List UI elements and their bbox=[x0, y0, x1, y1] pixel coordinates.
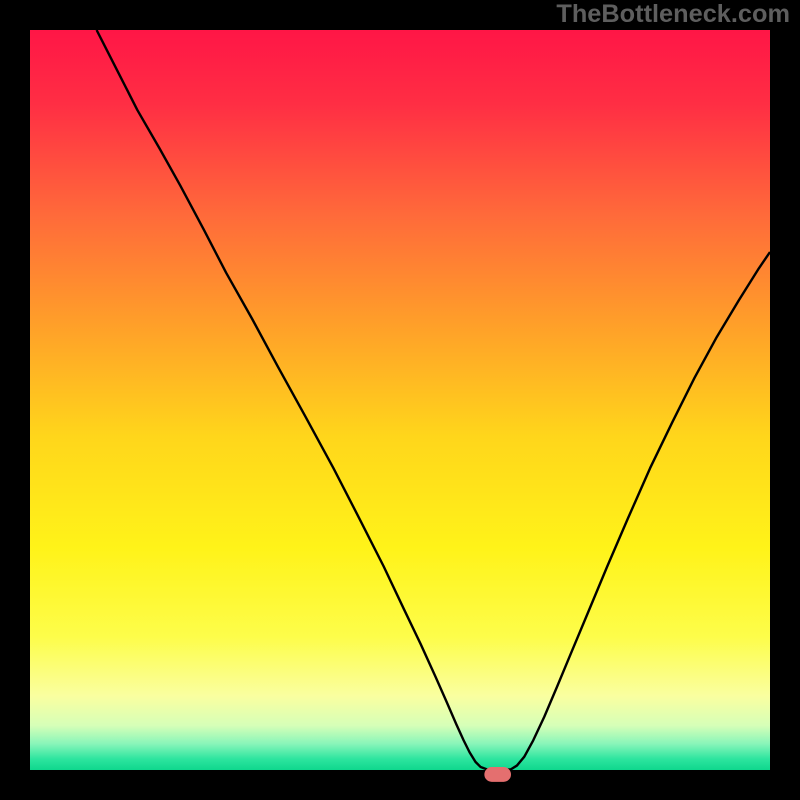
watermark-text: TheBottleneck.com bbox=[556, 0, 790, 29]
bottleneck-chart bbox=[0, 0, 800, 800]
chart-container: TheBottleneck.com bbox=[0, 0, 800, 800]
plot-background bbox=[30, 30, 770, 770]
optimal-marker bbox=[484, 767, 511, 782]
